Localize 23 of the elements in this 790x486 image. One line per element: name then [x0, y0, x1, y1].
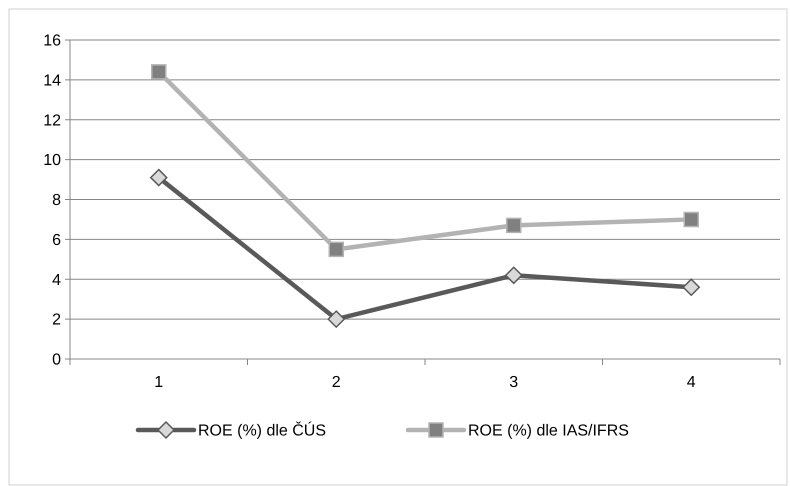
x-tick-label: 1 [154, 374, 164, 391]
y-tick-label: 8 [52, 192, 62, 210]
legend-label: ROE (%) dle IAS/IFRS [468, 422, 629, 440]
point [328, 242, 344, 258]
y-tick-label: 16 [43, 32, 62, 50]
x-tick-label: 3 [509, 374, 518, 391]
point [684, 212, 699, 228]
point [682, 278, 700, 296]
y-tick-label: 2 [52, 312, 62, 329]
point [505, 266, 522, 284]
point [151, 64, 166, 80]
y-tick-label: 10 [43, 152, 62, 170]
x-tick-label: 4 [686, 374, 696, 391]
y-tick-label: 14 [43, 72, 62, 90]
y-tick-label: 6 [52, 232, 62, 249]
y-tick-label: 4 [52, 272, 62, 289]
point [150, 168, 168, 186]
x-tick-label: 2 [332, 374, 341, 391]
y-tick-label: 0 [52, 352, 62, 369]
legend-label: ROE (%) dle ČÚS [198, 422, 326, 440]
point [506, 218, 522, 234]
y-tick-label: 12 [43, 112, 62, 130]
point [328, 310, 345, 328]
